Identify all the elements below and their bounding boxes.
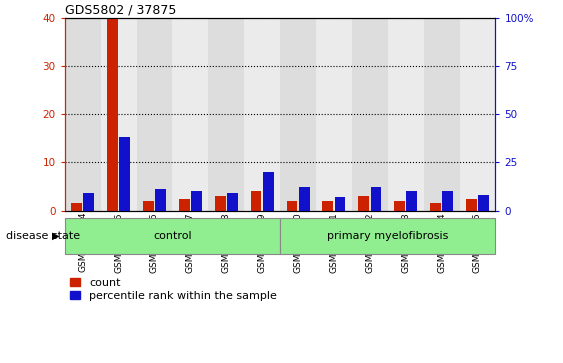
Bar — [478, 195, 489, 211]
Bar — [208, 18, 244, 211]
Bar — [443, 191, 453, 211]
Text: control: control — [153, 231, 192, 241]
Bar — [143, 201, 154, 211]
Bar — [280, 18, 316, 211]
Bar — [191, 191, 202, 211]
Bar — [251, 191, 261, 211]
Bar — [459, 18, 495, 211]
Text: disease state: disease state — [6, 231, 80, 241]
Bar — [119, 138, 130, 211]
Bar — [101, 18, 137, 211]
Bar — [244, 18, 280, 211]
Bar — [370, 187, 381, 211]
Bar — [299, 187, 310, 211]
Bar — [65, 18, 101, 211]
Text: primary myelofibrosis: primary myelofibrosis — [327, 231, 449, 241]
Bar — [316, 18, 352, 211]
Bar — [352, 18, 388, 211]
Bar — [323, 201, 333, 211]
Bar — [172, 18, 208, 211]
Bar — [466, 199, 477, 211]
Bar — [430, 203, 441, 211]
Bar — [215, 196, 226, 211]
Bar — [179, 199, 190, 211]
Bar — [155, 189, 166, 211]
Bar — [65, 218, 280, 254]
Bar — [388, 18, 424, 211]
Bar — [406, 191, 417, 211]
Bar — [107, 18, 118, 211]
Text: ▶: ▶ — [52, 231, 59, 241]
Bar — [137, 18, 172, 211]
Bar — [71, 203, 82, 211]
Bar — [83, 193, 94, 211]
Legend: count, percentile rank within the sample: count, percentile rank within the sample — [70, 278, 277, 301]
Bar — [334, 197, 346, 211]
Bar — [424, 18, 459, 211]
Bar — [287, 201, 297, 211]
Bar — [263, 172, 274, 211]
Bar — [227, 193, 238, 211]
Bar — [280, 218, 495, 254]
Bar — [358, 196, 369, 211]
Text: GDS5802 / 37875: GDS5802 / 37875 — [65, 4, 176, 17]
Bar — [394, 201, 405, 211]
